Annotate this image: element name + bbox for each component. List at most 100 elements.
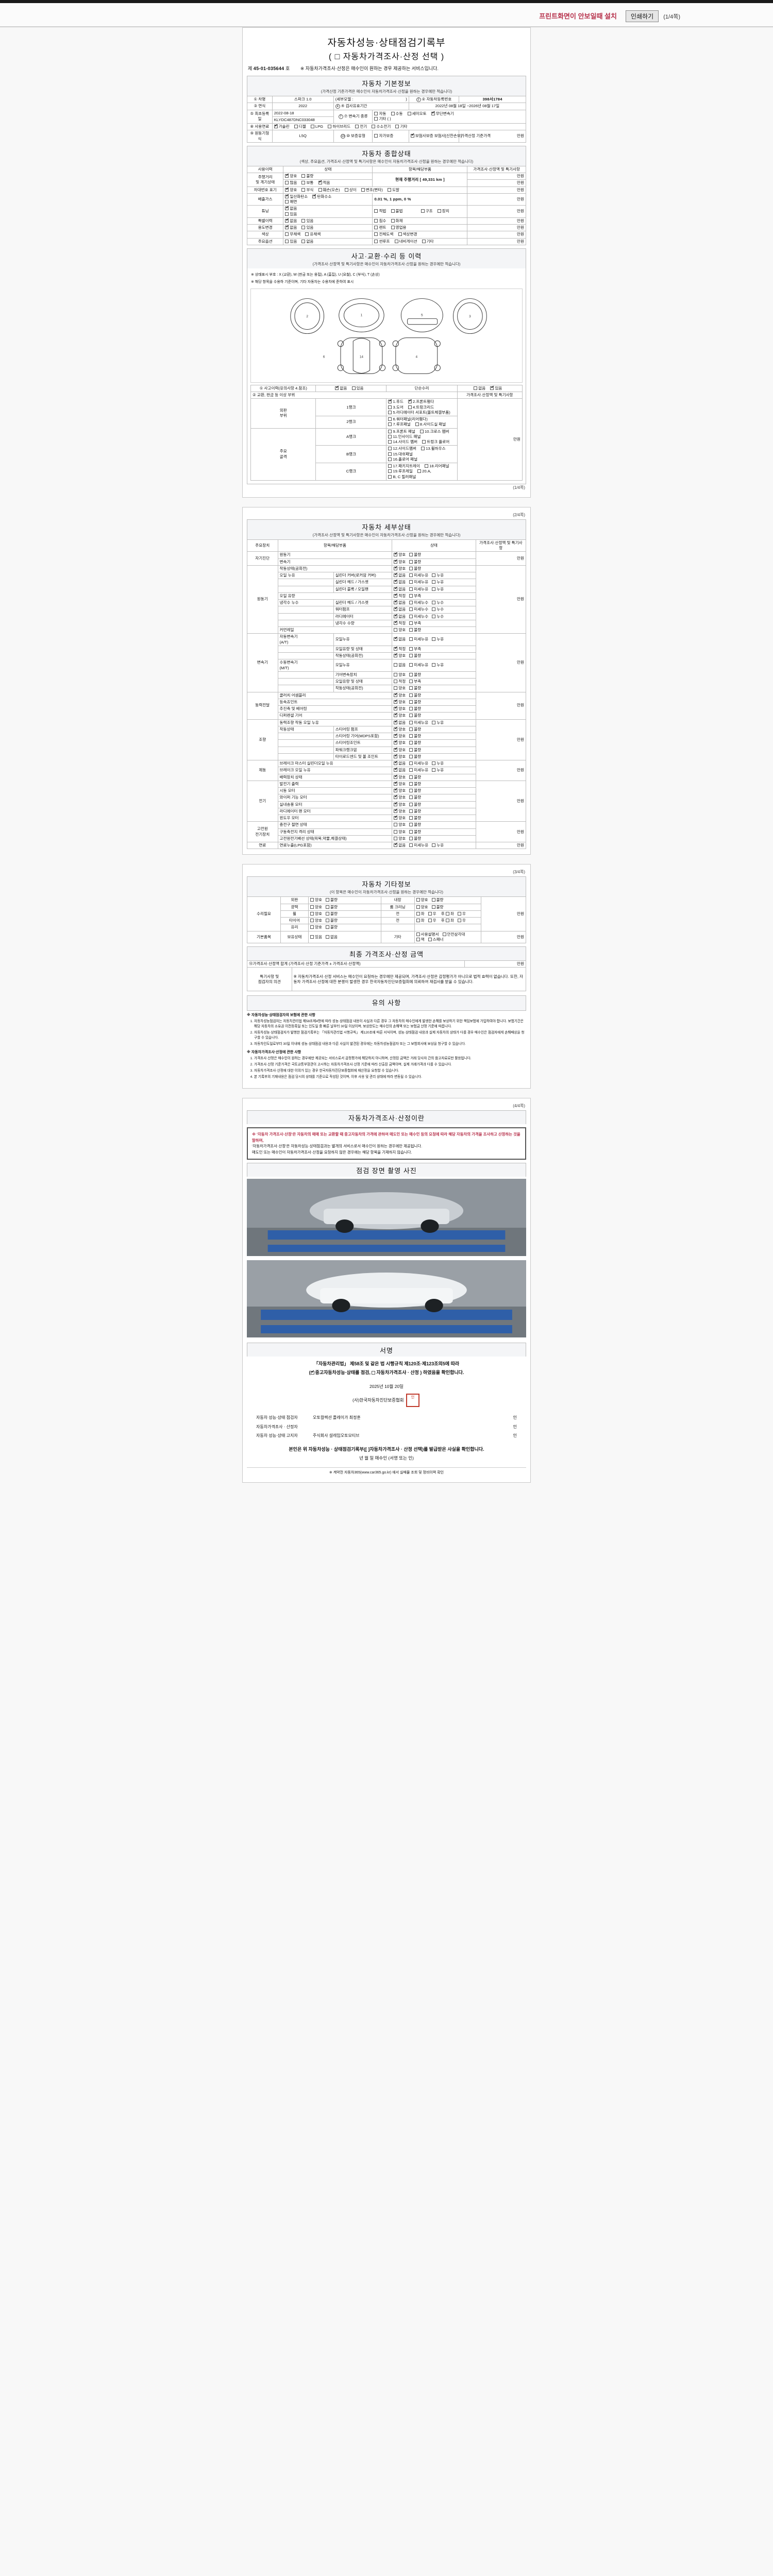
checkbox-icon[interactable] xyxy=(409,720,413,724)
checkbox-icon[interactable] xyxy=(325,925,329,929)
checkbox-checked-icon[interactable] xyxy=(310,1370,314,1375)
option-2[interactable]: 누유 xyxy=(432,580,444,585)
checkbox-checked-icon[interactable] xyxy=(394,781,398,786)
checkbox-checked-icon[interactable] xyxy=(394,566,398,570)
checkbox-checked-icon[interactable] xyxy=(394,788,398,792)
checkbox-icon[interactable] xyxy=(409,566,413,570)
checkbox-checked-icon[interactable] xyxy=(490,385,494,390)
option-1[interactable]: 미세누유 xyxy=(409,761,428,766)
color-fullpaint[interactable]: 전체도색 xyxy=(374,232,393,237)
checkbox-icon[interactable] xyxy=(432,843,436,847)
checkbox-icon[interactable] xyxy=(388,452,392,456)
checkbox-icon[interactable] xyxy=(409,782,413,786)
option-0[interactable]: 적정 xyxy=(394,679,406,684)
option-1[interactable]: 불량 xyxy=(409,552,421,557)
option-0[interactable]: 양호 xyxy=(310,911,322,917)
option-1[interactable]: 불량 xyxy=(409,566,421,571)
option-0[interactable]: 양호 xyxy=(394,733,406,739)
option-1[interactable]: 불량 xyxy=(409,802,421,807)
checkbox-checked-icon[interactable] xyxy=(318,180,322,185)
part-dashpanel[interactable]: 15.대쉬패널 xyxy=(388,452,413,457)
checkbox-checked-icon[interactable] xyxy=(285,225,289,229)
checkbox-icon[interactable] xyxy=(432,768,436,772)
checkbox-icon[interactable] xyxy=(409,580,413,584)
checkbox-icon[interactable] xyxy=(388,457,392,461)
option-1[interactable]: 불량 xyxy=(409,560,421,565)
option-other[interactable]: 기타 xyxy=(422,239,434,244)
checkbox-checked-icon[interactable] xyxy=(394,614,398,618)
checkbox-icon[interactable] xyxy=(409,768,413,772)
trans-opt-manual[interactable]: 수동 xyxy=(391,111,403,116)
checkbox-checked-icon[interactable] xyxy=(394,720,398,724)
part-insidepanel[interactable]: 11.인사이드 패널 xyxy=(388,434,421,439)
vin-diff[interactable]: 상이 xyxy=(344,188,357,193)
color-chromatic[interactable]: 유채색 xyxy=(305,232,321,237)
part-trunklid[interactable]: 4.트렁크리드 xyxy=(408,405,434,410)
checkbox-icon[interactable] xyxy=(432,601,436,604)
checkbox-icon[interactable] xyxy=(374,134,378,138)
option-1[interactable]: 미세누수 xyxy=(409,600,428,605)
checkbox-icon[interactable] xyxy=(416,932,420,936)
checkbox-checked-icon[interactable] xyxy=(394,726,398,731)
option-1[interactable]: 불량 xyxy=(409,686,421,691)
checkbox-icon[interactable] xyxy=(344,188,348,192)
option-1[interactable]: 미세누수 xyxy=(409,607,428,612)
options-yes[interactable]: 있음 xyxy=(285,239,297,244)
part-frontfender[interactable]: 2.프론트휀다 xyxy=(408,399,434,404)
checkbox-icon[interactable] xyxy=(361,188,365,192)
option-0[interactable]: 없음 xyxy=(394,636,406,642)
option-0[interactable]: 양호 xyxy=(394,808,406,814)
checkbox-checked-icon[interactable] xyxy=(410,133,414,138)
tuning-device[interactable]: 장치 xyxy=(437,209,449,214)
option-0[interactable]: 양호 xyxy=(394,726,406,732)
part-pillar-a[interactable]: 20.A, xyxy=(417,469,431,474)
checkbox-icon[interactable] xyxy=(394,672,398,676)
checkbox-icon[interactable] xyxy=(409,802,413,806)
checkbox-icon[interactable] xyxy=(388,447,392,451)
tuning-yes[interactable]: 있음 xyxy=(285,212,297,217)
checkbox-checked-icon[interactable] xyxy=(285,173,289,178)
checkbox-icon[interactable] xyxy=(407,112,411,115)
option-0[interactable]: 양호 xyxy=(310,925,322,930)
checkbox-icon[interactable] xyxy=(285,200,289,204)
usechange-yes[interactable]: 있음 xyxy=(301,225,313,230)
option-0[interactable]: 있음 xyxy=(310,935,322,940)
option-1[interactable]: 안전삼각대 xyxy=(442,932,465,937)
part-roofpanel[interactable]: 7.루프패널 xyxy=(388,422,411,427)
option-1[interactable]: 미세누유 xyxy=(409,573,428,578)
checkbox-icon[interactable] xyxy=(415,422,419,427)
option-1[interactable]: 부족 xyxy=(409,594,421,599)
checkbox-checked-icon[interactable] xyxy=(394,740,398,745)
option-2[interactable]: 누유 xyxy=(432,720,444,725)
simple-yes[interactable]: 있음 xyxy=(490,385,502,391)
checkbox-icon[interactable] xyxy=(374,117,378,121)
color-achromatic[interactable]: 무채색 xyxy=(285,232,300,237)
checkbox-icon[interactable] xyxy=(432,720,436,724)
option-2[interactable]: 잭 xyxy=(416,937,425,942)
usechange-none[interactable]: 없음 xyxy=(285,225,297,230)
checkbox-checked-icon[interactable] xyxy=(394,692,398,697)
checkbox-icon[interactable] xyxy=(417,469,422,473)
option-0[interactable]: 없음 xyxy=(394,579,406,585)
option-0[interactable]: 사용설명서 xyxy=(416,932,439,937)
checkbox-icon[interactable] xyxy=(325,898,329,902)
option-0[interactable]: 양호 xyxy=(394,794,406,800)
special-yes[interactable]: 있음 xyxy=(301,218,313,224)
checkbox-icon[interactable] xyxy=(310,919,314,922)
checkbox-icon[interactable] xyxy=(437,209,441,213)
mileage-bad[interactable]: 불량 xyxy=(301,174,313,179)
option-0[interactable]: 적정 xyxy=(394,620,406,626)
checkbox-icon[interactable] xyxy=(409,560,413,564)
checkbox-icon[interactable] xyxy=(374,209,378,213)
checkbox-icon[interactable] xyxy=(388,464,392,468)
vin-corrosion[interactable]: 부식 xyxy=(301,188,313,193)
part-rearpanel[interactable]: 18.리어패널 xyxy=(425,464,449,469)
usechange-commercial[interactable]: 영업용 xyxy=(391,225,407,230)
checkbox-icon[interactable] xyxy=(409,809,413,813)
checkbox-icon[interactable] xyxy=(432,573,436,577)
option-1[interactable]: 불량 xyxy=(409,734,421,739)
checkbox-icon[interactable] xyxy=(442,932,446,936)
checkbox-icon[interactable] xyxy=(301,188,306,192)
option-1[interactable]: 미세누유 xyxy=(409,663,428,668)
checkbox-icon[interactable] xyxy=(474,386,478,390)
